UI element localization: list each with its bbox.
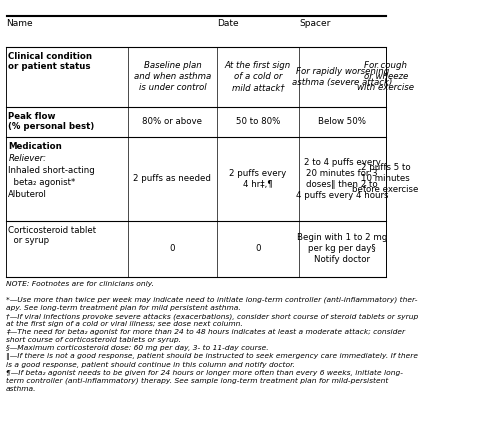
Text: Baseline plan
and when asthma
is under control: Baseline plan and when asthma is under c… [134, 61, 211, 92]
Text: Clinical condition
or patient status: Clinical condition or patient status [8, 52, 92, 71]
Text: Name: Name [6, 19, 32, 29]
Text: 50 to 80%: 50 to 80% [236, 117, 280, 126]
Text: At the first sign
of a cold or
mild attack†: At the first sign of a cold or mild atta… [225, 61, 291, 92]
Text: 0: 0 [255, 244, 260, 253]
Text: Below 50%: Below 50% [318, 117, 366, 126]
Text: For rapidly worsening
asthma (severe attack): For rapidly worsening asthma (severe att… [292, 67, 392, 87]
Text: Medication: Medication [8, 142, 62, 151]
Text: Reliever:: Reliever: [8, 154, 46, 163]
Text: NOTE: Footnotes are for clinicians only.

*—Use more than twice per week may ind: NOTE: Footnotes are for clinicians only.… [6, 281, 418, 392]
Text: Date: Date [217, 19, 238, 29]
Text: 2 puffs every
4 hr‡,¶: 2 puffs every 4 hr‡,¶ [230, 169, 286, 189]
Text: 0: 0 [170, 244, 175, 253]
Text: Spacer: Spacer [299, 19, 330, 29]
Text: Corticosteroid tablet
  or syrup: Corticosteroid tablet or syrup [8, 226, 96, 246]
Text: 2 to 4 puffs every
20 minutes for 3
doses‖ then 2 to
4 puffs every 4 hours: 2 to 4 puffs every 20 minutes for 3 dose… [296, 158, 388, 200]
Text: Begin with 1 to 2 mg
per kg per day§
Notify doctor: Begin with 1 to 2 mg per kg per day§ Not… [297, 233, 388, 265]
Text: Inhaled short-acting: Inhaled short-acting [8, 166, 95, 175]
Text: Peak flow
(% personal best): Peak flow (% personal best) [8, 112, 94, 131]
Text: beta₂ agonist*: beta₂ agonist* [8, 178, 76, 187]
Text: For cough
or wheeze
with exercise: For cough or wheeze with exercise [357, 61, 414, 92]
Text: 2 puffs as needed: 2 puffs as needed [134, 174, 212, 183]
Text: 2 puffs 5 to
10 minutes
before exercise: 2 puffs 5 to 10 minutes before exercise [352, 163, 419, 194]
Text: 80% or above: 80% or above [142, 117, 203, 126]
Text: Albuterol: Albuterol [8, 190, 48, 199]
